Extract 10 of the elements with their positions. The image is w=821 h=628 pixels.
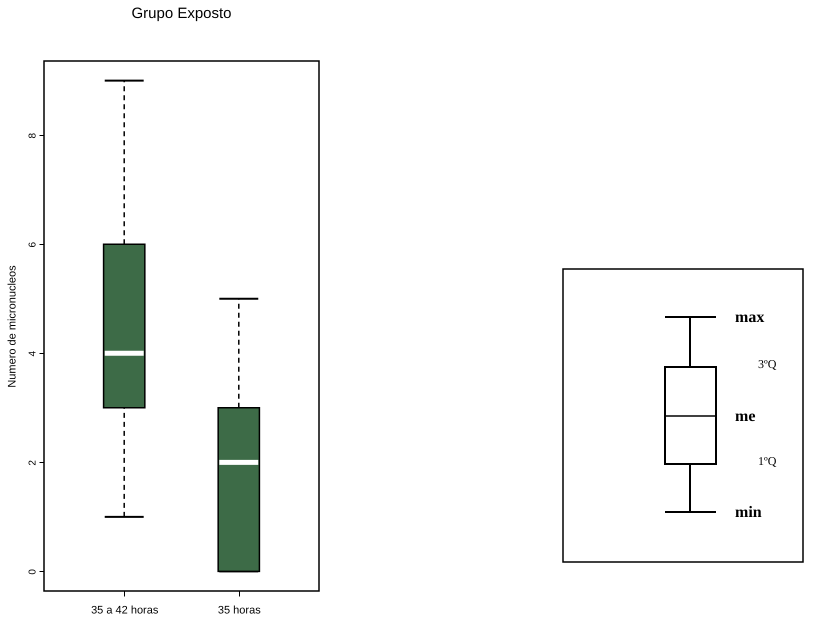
y-tick-label: 2 [28,460,38,466]
y-tick-label: 4 [28,350,38,357]
picture-boxplot-key: max 3ºQ me 1ºQ min [562,268,804,563]
chart-title: Grupo Exposto [131,5,232,22]
x-tick-label: 35 a 42 horas [91,604,159,616]
y-axis-title: Numero de micronucleos [6,264,18,388]
x-tick-label: 35 horas [218,604,262,616]
y-tick-label: 8 [28,132,38,138]
y-tick-label: 6 [28,241,38,248]
y-tick-label: 0 [28,568,38,575]
